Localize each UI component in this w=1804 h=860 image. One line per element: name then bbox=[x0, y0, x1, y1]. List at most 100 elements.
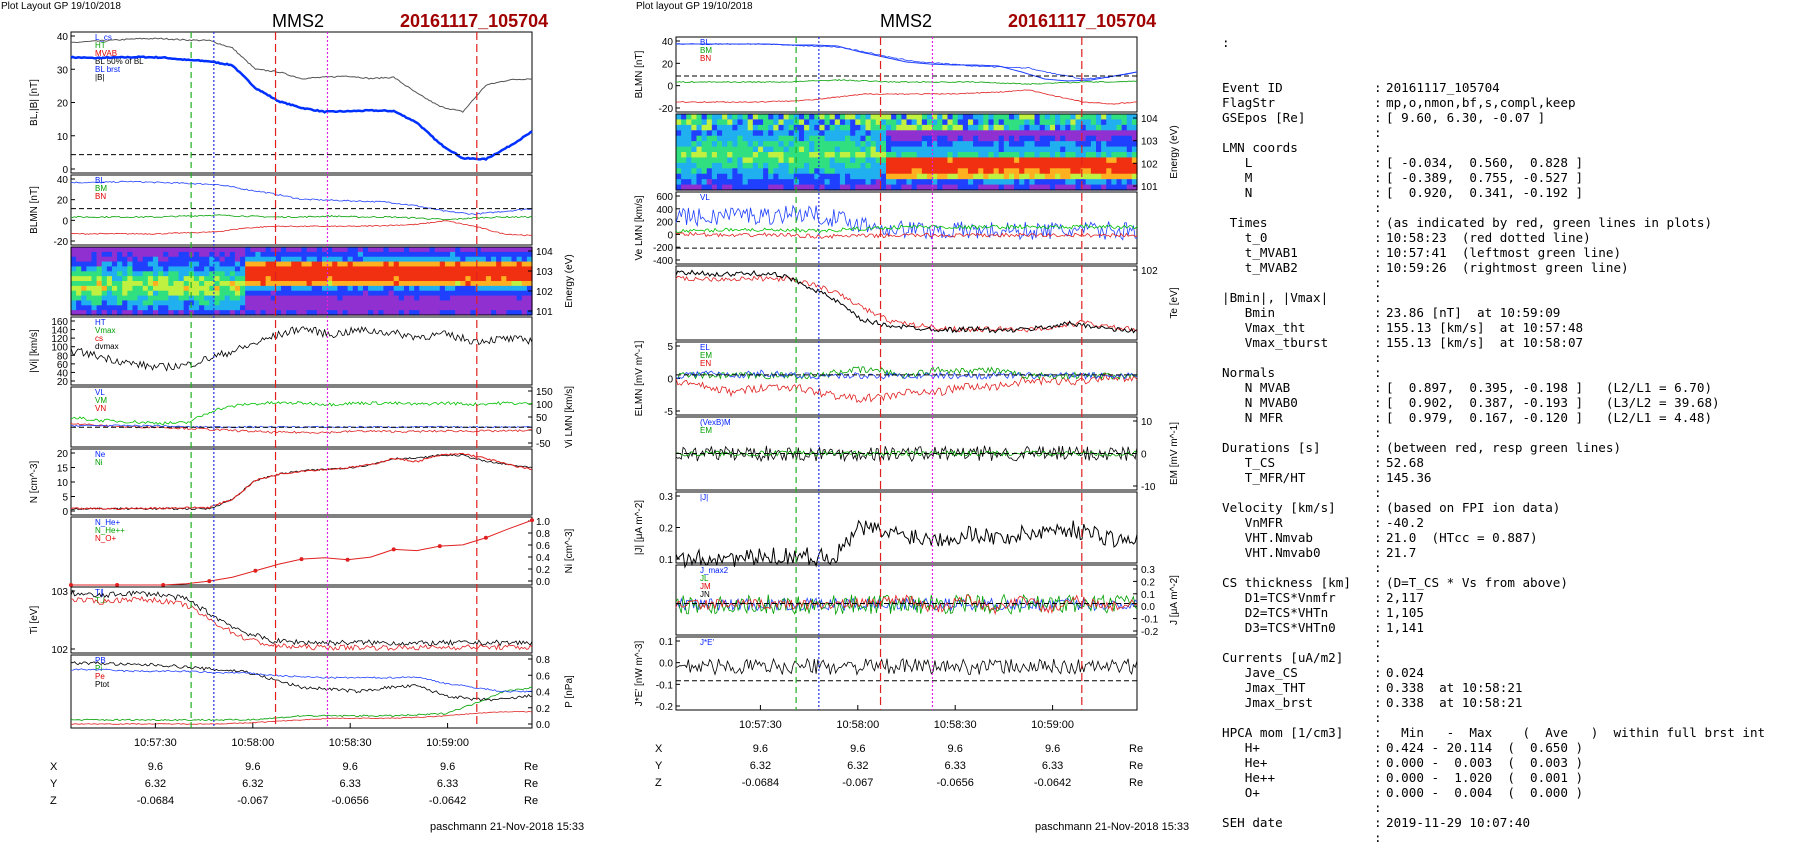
spectrogram-cell bbox=[1019, 119, 1025, 126]
spectrogram-cell bbox=[96, 266, 103, 272]
spectrogram-cell bbox=[439, 266, 446, 272]
spectrogram-cell bbox=[250, 290, 256, 297]
spectrogram-cell bbox=[747, 184, 754, 191]
summary-colon: : bbox=[1374, 215, 1382, 230]
spectrogram-cell bbox=[255, 276, 262, 282]
spectrogram-cell bbox=[250, 276, 256, 282]
spectrogram-cell bbox=[245, 290, 251, 297]
spectrogram-cell bbox=[291, 310, 297, 316]
ephemeris-value: -0.0684 bbox=[742, 777, 779, 789]
y-tick-label: 0.1 bbox=[659, 637, 673, 648]
spectrogram-cell bbox=[952, 168, 959, 175]
summary-colon: : bbox=[1374, 635, 1382, 650]
spectrogram-cell bbox=[809, 124, 815, 131]
spectrogram-cell bbox=[1014, 173, 1020, 180]
spectrogram-cell bbox=[742, 146, 749, 153]
spectrogram-cell bbox=[117, 256, 123, 263]
spectrogram-cell bbox=[357, 266, 364, 272]
spectrogram-cell bbox=[178, 300, 185, 306]
spectrogram-cell bbox=[444, 256, 451, 263]
spectrogram-cell bbox=[373, 305, 379, 311]
spectrogram-cell bbox=[511, 251, 518, 258]
summary-colon: : bbox=[1374, 785, 1382, 800]
spectrogram-cell bbox=[973, 173, 979, 180]
spectrogram-cell bbox=[1039, 162, 1046, 169]
spectrogram-cell bbox=[214, 285, 221, 292]
spectrogram-cell bbox=[506, 276, 513, 282]
spectrogram-cell bbox=[901, 119, 908, 126]
spectrogram-cell bbox=[147, 251, 154, 258]
summary-value: [ -0.034, 0.560, 0.828 ] bbox=[1386, 155, 1584, 170]
spectrogram-cell bbox=[342, 276, 349, 282]
spectrogram-cell bbox=[71, 251, 77, 258]
spectrogram-cell bbox=[839, 179, 846, 186]
spectrogram-cell bbox=[1008, 135, 1015, 142]
spectrogram-cell bbox=[168, 251, 175, 258]
spectrogram-cell bbox=[839, 135, 846, 142]
spectrogram-cell bbox=[809, 162, 815, 169]
spectrogram-cell bbox=[1070, 162, 1077, 169]
spectrogram-cell bbox=[1070, 173, 1077, 180]
spectrogram-cell bbox=[209, 285, 216, 292]
spectrogram-cell bbox=[1008, 162, 1015, 169]
spectrogram-cell bbox=[993, 157, 1000, 164]
spectrogram-cell bbox=[265, 256, 272, 263]
spectrogram-cell bbox=[368, 256, 374, 263]
spectrogram-cell bbox=[737, 157, 744, 164]
spectrogram-cell bbox=[142, 271, 149, 277]
spectrogram-cell bbox=[711, 157, 718, 164]
summary-row: L:[ -0.034, 0.560, 0.828 ] bbox=[1222, 155, 1802, 170]
spectrogram-cell bbox=[1049, 157, 1056, 164]
series-line bbox=[675, 269, 1138, 334]
ephemeris-unit: Re bbox=[1129, 777, 1143, 789]
summary-value: 155.13 [km/s] at 10:58:07 bbox=[1386, 335, 1584, 350]
summary-colon: : bbox=[1374, 200, 1382, 215]
spectrogram-cell bbox=[91, 281, 98, 287]
spectrogram-cell bbox=[804, 141, 810, 148]
spectrogram-cell bbox=[1039, 135, 1046, 142]
spectrogram-cell bbox=[439, 285, 446, 292]
spectrogram-cell bbox=[76, 285, 82, 292]
spectrogram-cell bbox=[896, 168, 902, 175]
x-tick-label: 10:59:00 bbox=[1031, 719, 1074, 731]
spectrogram-cell bbox=[419, 271, 426, 277]
spectrogram-cell bbox=[291, 285, 297, 292]
spectrogram-cell bbox=[957, 119, 964, 126]
spectrogram-cell bbox=[727, 141, 733, 148]
spectrogram-cell bbox=[829, 157, 836, 164]
spectrogram-cell bbox=[845, 135, 851, 142]
y-axis-label: Te [eV] bbox=[1169, 287, 1180, 318]
spectrogram-cell bbox=[1014, 162, 1020, 169]
spectrogram-cell bbox=[117, 247, 123, 253]
spectrogram-cell bbox=[1101, 173, 1107, 180]
spectrogram-cell bbox=[337, 305, 344, 311]
spectrogram-cell bbox=[860, 162, 867, 169]
spectrogram-cell bbox=[286, 310, 292, 316]
spectrogram-cell bbox=[409, 256, 415, 263]
spectrogram-cell bbox=[1106, 124, 1112, 131]
spectrogram-cell bbox=[76, 295, 82, 302]
spectrogram-cell bbox=[419, 251, 426, 258]
spectrogram-cell bbox=[886, 146, 892, 153]
spectrogram-cell bbox=[81, 300, 87, 306]
summary-key: CS thickness [km] bbox=[1222, 575, 1351, 590]
spectrogram-cell bbox=[352, 266, 359, 272]
spectrogram-cell bbox=[1060, 146, 1066, 153]
y-tick-label: 0.2 bbox=[536, 565, 550, 576]
spectrogram-cell bbox=[204, 290, 210, 297]
spectrogram-cell bbox=[716, 168, 723, 175]
spectrogram-cell bbox=[829, 124, 836, 131]
spectrogram-cell bbox=[301, 310, 308, 316]
y-tick-label: 0 bbox=[62, 216, 68, 227]
spectrogram-cell bbox=[352, 276, 359, 282]
spectrogram-cell bbox=[521, 271, 528, 277]
spectrogram-cell bbox=[250, 295, 256, 302]
spectrogram-cell bbox=[439, 300, 446, 306]
spectrogram-cell bbox=[850, 130, 856, 137]
spectrogram-cell bbox=[204, 295, 210, 302]
spectrogram-cell bbox=[316, 300, 323, 306]
spectrogram-cell bbox=[398, 261, 405, 268]
spectrogram-cell bbox=[291, 266, 297, 272]
spectrogram-cell bbox=[414, 295, 420, 302]
